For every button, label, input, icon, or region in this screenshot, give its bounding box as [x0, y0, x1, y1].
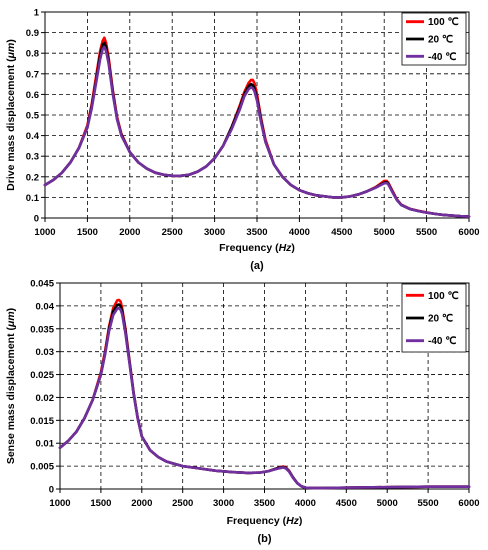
x-tick-label: 2000 [131, 498, 152, 509]
y-axis-label-text: Sense mass displacement ( [5, 327, 17, 465]
panel-label: (b) [257, 533, 271, 545]
x-tick-label: 2500 [162, 227, 183, 238]
panel-label: (a) [250, 260, 264, 272]
x-axis-label-text: Frequency ( [227, 515, 287, 527]
y-tick-label: 0.035 [30, 324, 54, 335]
y-tick-label: 0.01 [36, 439, 55, 450]
y-tick-label: 0.04 [36, 301, 55, 312]
x-tick-label: 4500 [331, 227, 352, 238]
x-tick-label: 1000 [49, 498, 70, 509]
y-tick-label: 0.1 [26, 193, 40, 204]
y-tick-label: 0.03 [36, 347, 55, 358]
y-tick-label: 0.3 [26, 152, 39, 163]
y-axis-label: Sense mass displacement (μm) [5, 308, 17, 464]
x-tick-label: 3000 [213, 498, 234, 509]
chart-panel-b: 1000 1500 2000 2500 3000 3500 4000 4500 5000 5500… [5, 279, 480, 546]
x-tick-label: 5500 [416, 227, 437, 238]
x-tick-label: 4000 [289, 227, 310, 238]
x-axis-label-unit: Hz [286, 515, 300, 527]
x-axis-label-text: Frequency ( [219, 242, 279, 254]
x-tick-label: 3500 [246, 227, 267, 238]
legend-label: -40 ℃ [428, 336, 456, 347]
y-tick-label: 0.02 [36, 393, 55, 404]
x-tick-label: 5000 [374, 227, 395, 238]
x-axis-label-text: ) [299, 515, 303, 527]
chart-panel-a: 1000 1500 2000 2500 3000 3500 4000 4500 5000 5500… [5, 8, 480, 273]
x-tick-label: 5500 [418, 498, 439, 509]
y-tick-label: 0.2 [26, 172, 39, 183]
y-tick-label: 0.015 [30, 416, 54, 427]
x-tick-label: 1500 [77, 227, 98, 238]
y-axis-label: Drive mass displacement (μm) [5, 39, 17, 191]
x-tick-label: 1000 [34, 227, 55, 238]
x-tick-label: 4500 [336, 498, 357, 509]
y-tick-label: 0.005 [30, 462, 54, 473]
series-line [58, 306, 471, 490]
y-axis-label-unit: μm [5, 311, 17, 328]
y-tick-label: 1 [34, 8, 40, 19]
series-line [43, 45, 471, 218]
y-axis-label-text: ) [5, 39, 17, 43]
x-tick-label: 1500 [90, 498, 111, 509]
y-axis-label-text: Drive mass displacement ( [5, 58, 17, 191]
legend-label: 20 ℃ [428, 314, 453, 325]
legend-label: 100 ℃ [428, 291, 459, 302]
x-tick-label: 2500 [172, 498, 193, 509]
x-axis-label: Frequency (Hz) [219, 242, 295, 254]
x-tick-label: 5000 [377, 498, 398, 509]
legend-label: 20 ℃ [428, 35, 453, 46]
x-tick-label: 6000 [458, 227, 479, 238]
x-axis-label: Frequency (Hz) [227, 515, 303, 527]
x-axis-label-unit: Hz [279, 242, 293, 254]
y-tick-label: 0.025 [30, 370, 54, 381]
legend-label: 100 ℃ [428, 17, 459, 28]
x-tick-label: 3000 [204, 227, 225, 238]
y-tick-label: 0.5 [26, 111, 40, 122]
y-tick-label: 0.9 [26, 28, 39, 39]
x-axis-label-text: ) [291, 242, 295, 254]
legend-label: -40 ℃ [428, 52, 456, 63]
y-tick-label: 0 [34, 214, 39, 225]
y-tick-label: 0.8 [26, 49, 39, 60]
x-tick-label: 3500 [254, 498, 275, 509]
x-tick-label: 6000 [458, 498, 479, 509]
y-axis-label-unit: μm [5, 43, 17, 60]
x-tick-label: 2000 [119, 227, 140, 238]
x-tick-label: 4000 [295, 498, 316, 509]
y-axis-label-text: ) [5, 308, 17, 312]
y-tick-label: 0.045 [30, 279, 54, 290]
y-tick-label: 0.4 [26, 131, 40, 142]
y-tick-label: 0 [49, 485, 54, 496]
y-tick-label: 0.7 [26, 69, 39, 80]
y-tick-label: 0.6 [26, 90, 39, 101]
